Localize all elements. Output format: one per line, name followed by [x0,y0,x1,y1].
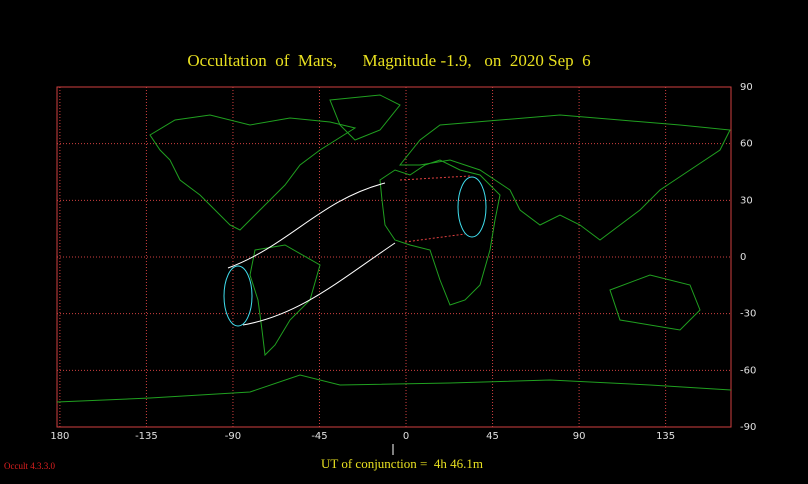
coast-australia [609,274,701,331]
longitude-label: 45 [486,431,499,442]
longitude-label: -90 [225,431,241,442]
latitude-label: -60 [740,365,756,376]
longitude-label: 0 [403,431,409,442]
end-ellipse [457,176,487,238]
longitude-label: 90 [573,431,586,442]
longitude-label: -135 [135,431,158,442]
southern-limit [242,242,396,326]
longitude-label: 135 [656,431,675,442]
coast-africa-eurasia [379,114,731,306]
latitude-label: 90 [740,82,753,93]
latitude-label: -90 [740,422,756,433]
graticule [56,86,732,428]
conjunction-time: UT of conjunction = 4h 46.1m [321,456,483,471]
longitude-label: -45 [311,431,327,442]
coast-greenland [329,94,401,141]
longitude-label: 180 [50,431,69,442]
latitude-label: 0 [740,252,746,263]
coast-antarctica [56,374,732,403]
latitude-label: 30 [740,195,753,206]
coast-south-america [249,244,321,357]
latitude-label: -30 [740,309,756,320]
start-ellipse [223,265,253,327]
title: Occultation of Mars, Magnitude -1.9, on … [187,51,590,70]
version: Occult 4.3.3.0 [4,461,55,471]
latitude-label: 60 [740,139,753,150]
northern-limit [227,182,386,269]
occultation-path [223,175,487,327]
coastlines [56,94,732,403]
coast-north-america [149,114,357,231]
